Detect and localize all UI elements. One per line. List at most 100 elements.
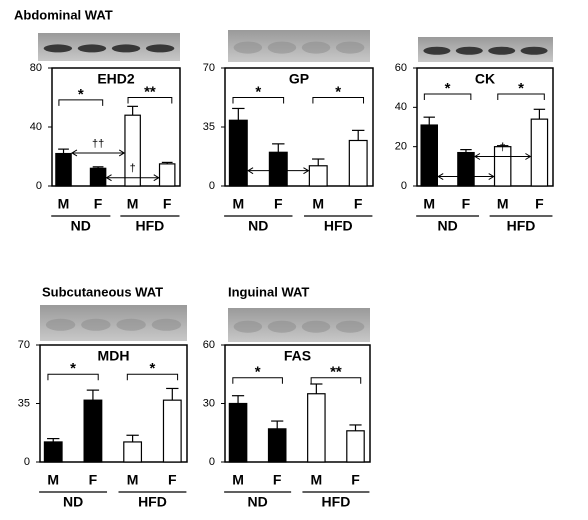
panel-subtitle: Subcutaneous WAT <box>42 284 163 299</box>
significance-mark: †† <box>92 138 104 150</box>
y-tick-label: 60 <box>203 339 215 351</box>
plot-frame <box>416 67 554 187</box>
arrow-head <box>473 153 532 160</box>
bar <box>43 441 63 463</box>
y-tick-label: 30 <box>203 397 215 409</box>
y-tick-label: 0 <box>209 456 215 468</box>
significance-mark: * <box>255 364 261 381</box>
x-tick-label: F <box>354 196 363 212</box>
x-tick-label: F <box>163 196 172 212</box>
group-label: HFD <box>507 218 536 234</box>
significance-mark: * <box>335 83 341 100</box>
blot-band <box>116 318 146 331</box>
x-tick-label: M <box>232 472 244 488</box>
significance-bracket <box>232 97 285 104</box>
x-tick-label: M <box>312 196 324 212</box>
group-label: HFD <box>324 218 353 234</box>
chart-title: MDH <box>98 348 130 364</box>
x-tick-label: F <box>94 196 103 212</box>
y-tick-label: 70 <box>18 339 30 351</box>
y-tick-label: 35 <box>18 397 30 409</box>
bar <box>124 114 141 187</box>
chart-title: FAS <box>284 348 311 364</box>
blot-band <box>81 318 111 331</box>
blot-band <box>520 46 548 55</box>
bar <box>83 399 103 463</box>
significance-mark: * <box>78 86 84 103</box>
bar <box>89 167 107 187</box>
bar <box>346 430 365 463</box>
x-tick-label: F <box>351 472 360 488</box>
y-tick-label: 0 <box>24 456 30 468</box>
significance-bracket <box>310 377 362 384</box>
bar <box>267 428 287 463</box>
y-tick-label: 80 <box>30 62 42 74</box>
significance-bracket <box>127 97 173 104</box>
arrow-head <box>437 173 495 180</box>
group-label: HFD <box>322 494 351 510</box>
chart-title: CK <box>475 71 495 87</box>
significance-bracket <box>47 373 99 381</box>
blot-band <box>335 41 365 54</box>
blot-band <box>151 318 182 331</box>
arrow-head <box>105 174 160 182</box>
group-label: HFD <box>138 494 167 510</box>
significance-mark: * <box>150 360 156 377</box>
significance-mark: * <box>518 80 524 97</box>
significance-bracket <box>312 97 365 104</box>
significance-bracket <box>423 93 472 100</box>
panel-subtitle: Abdominal WAT <box>14 7 113 22</box>
blot-band <box>45 318 76 331</box>
x-tick-label: F <box>273 472 282 488</box>
bar <box>530 118 549 187</box>
blot-band <box>335 320 365 333</box>
arrow-head <box>247 167 310 175</box>
chart-title: GP <box>289 71 309 87</box>
group-label: ND <box>71 218 91 234</box>
x-tick-label: F <box>168 472 177 488</box>
significance-bracket <box>126 373 179 381</box>
arrow-head <box>70 149 126 157</box>
x-tick-label: M <box>423 196 435 212</box>
x-tick-label: F <box>89 472 98 488</box>
y-tick-label: 0 <box>209 180 215 192</box>
bar <box>307 393 326 463</box>
y-tick-label: 40 <box>395 101 407 113</box>
bar <box>308 165 328 187</box>
panel-subtitle: Inguinal WAT <box>228 284 309 299</box>
group-label: ND <box>248 218 268 234</box>
significance-mark: †† <box>272 156 284 168</box>
significance-mark: * <box>255 83 261 100</box>
blot-band <box>145 44 175 53</box>
significance-bracket <box>497 93 545 100</box>
significance-mark: ** <box>144 83 156 100</box>
group-label: HFD <box>136 218 165 234</box>
y-tick-label: 20 <box>395 141 407 153</box>
blot-band <box>77 44 107 53</box>
significance-mark: † <box>130 163 136 175</box>
x-tick-label: M <box>232 196 244 212</box>
group-label: ND <box>248 494 268 510</box>
bar <box>158 163 176 187</box>
significance-bracket <box>232 377 283 384</box>
blot-band <box>111 44 141 53</box>
y-tick-label: 0 <box>401 180 407 192</box>
significance-mark: * <box>445 80 451 97</box>
significance-bracket <box>58 99 104 106</box>
bar <box>55 152 72 187</box>
x-tick-label: M <box>497 196 509 212</box>
bar <box>228 402 248 463</box>
bar <box>348 139 368 187</box>
blot-band <box>301 320 331 333</box>
blot-band <box>488 46 516 55</box>
blot-band <box>267 41 297 54</box>
y-tick-label: 60 <box>395 62 407 74</box>
bar <box>457 151 475 187</box>
y-tick-label: 70 <box>203 62 215 74</box>
bar <box>228 119 248 187</box>
bar <box>268 151 288 187</box>
y-tick-label: 35 <box>203 121 215 133</box>
blot-band <box>455 46 483 55</box>
bar <box>162 399 182 463</box>
